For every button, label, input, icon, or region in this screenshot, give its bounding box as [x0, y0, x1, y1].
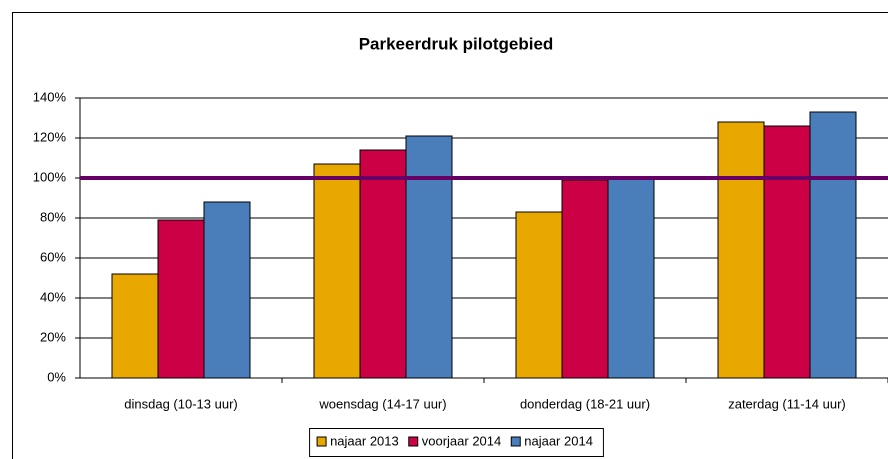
y-tick-label: 60%: [40, 249, 66, 264]
bar: [111, 273, 159, 379]
legend-swatch: [316, 436, 327, 447]
y-tick-label: 120%: [33, 129, 67, 144]
x-tick-label: woensdag (14-17 uur): [318, 396, 446, 411]
legend-swatch: [510, 436, 521, 447]
bar: [359, 149, 407, 379]
bar: [763, 125, 811, 379]
bar: [203, 201, 251, 379]
chart-title: Parkeerdruk pilotgebied: [359, 34, 554, 53]
y-tick-label: 140%: [33, 89, 67, 104]
bar: [313, 163, 361, 379]
bar: [717, 121, 765, 379]
y-tick-label: 100%: [33, 169, 67, 184]
x-tick-label: dinsdag (10-13 uur): [124, 396, 237, 411]
y-tick-label: 40%: [40, 289, 66, 304]
x-tick-label: zaterdag (11-14 uur): [728, 396, 846, 411]
legend-box: [309, 428, 604, 457]
legend-label: najaar 2013: [330, 433, 399, 448]
bar: [405, 135, 453, 379]
y-tick-label: 80%: [40, 209, 66, 224]
bar: [561, 179, 609, 379]
x-tick-label: donderdag (18-21 uur): [520, 396, 650, 411]
y-tick-label: 20%: [40, 329, 66, 344]
bar: [809, 111, 857, 379]
legend-label: najaar 2014: [524, 433, 593, 448]
bar: [515, 211, 563, 379]
bar: [607, 177, 655, 379]
y-tick-label: 0%: [47, 369, 66, 384]
legend-label: voorjaar 2014: [422, 433, 502, 448]
legend: najaar 2013 voorjaar 2014 najaar 2014: [309, 428, 604, 457]
legend-swatch: [408, 436, 419, 447]
bar: [157, 219, 205, 379]
